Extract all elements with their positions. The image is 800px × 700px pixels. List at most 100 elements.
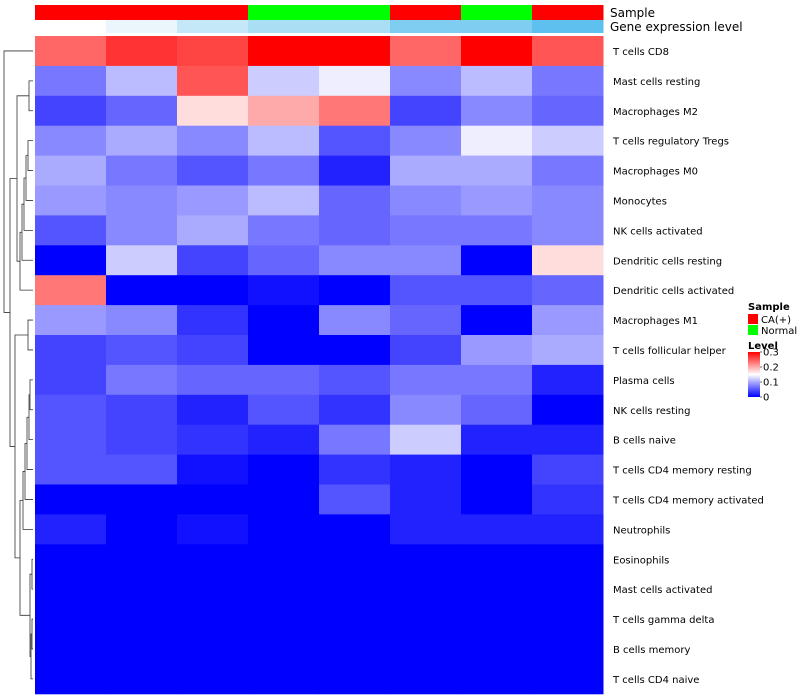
- heatmap-cell: [106, 484, 178, 515]
- heatmap-cell: [532, 185, 604, 216]
- heatmap-cell: [532, 514, 604, 545]
- heatmap-cell: [248, 155, 320, 186]
- heatmap-cell: [390, 155, 462, 186]
- heatmap-cell: [390, 514, 462, 545]
- row-label: Plasma cells: [613, 376, 675, 387]
- dendrogram-branch: [25, 155, 33, 201]
- heatmap-cell: [177, 394, 249, 426]
- row-label: T cells CD8: [612, 47, 669, 58]
- heatmap-cell: [106, 604, 178, 635]
- dendrogram-branch: [22, 471, 33, 530]
- heatmap-cell: [248, 454, 320, 485]
- heatmap-cell: [390, 275, 462, 306]
- heatmap-cell: [35, 364, 107, 396]
- heatmap-cell: [461, 245, 533, 276]
- heatmap-cell: [35, 185, 107, 216]
- dendrogram-branch: [9, 178, 17, 447]
- level-tick-label: 0.3: [763, 348, 779, 359]
- heatmap-cell: [106, 663, 178, 695]
- row-label: Mast cells activated: [613, 585, 712, 596]
- expression-annotation-cell: [248, 20, 320, 33]
- heatmap-cell: [248, 574, 320, 605]
- dendrogram-branch: [27, 140, 33, 171]
- row-label: Neutrophils: [613, 525, 670, 536]
- expression-annotation-cell: [177, 20, 249, 33]
- heatmap-cell: [106, 65, 178, 97]
- heatmap-cell: [177, 36, 249, 67]
- heatmap-cell: [390, 65, 462, 97]
- heatmap-cell: [248, 364, 320, 396]
- heatmap-cell: [106, 335, 178, 366]
- level-tick-label: 0.1: [763, 378, 779, 389]
- heatmap-cell: [319, 36, 391, 67]
- heatmap-cell: [248, 634, 320, 665]
- row-label: T cells gamma delta: [612, 615, 714, 626]
- heatmap-cell: [248, 125, 320, 157]
- heatmap-cell: [35, 155, 107, 186]
- row-label: NK cells activated: [613, 226, 703, 237]
- heatmap-cell: [35, 95, 107, 127]
- heatmap-cell: [390, 604, 462, 635]
- heatmap-cell: [319, 514, 391, 545]
- heatmap-cell: [461, 424, 533, 456]
- sample-track-label: Sample: [610, 6, 655, 20]
- expression-track-label: Gene expression level: [610, 20, 743, 34]
- heatmap-cell: [177, 484, 249, 515]
- heatmap-cell: [177, 604, 249, 635]
- heatmap-cell: [177, 335, 249, 366]
- level-legend-title: Level: [748, 341, 778, 352]
- heatmap-cell: [248, 544, 320, 575]
- heatmap-cell: [35, 36, 107, 67]
- heatmap-cell: [319, 245, 391, 276]
- expression-annotation-cell: [35, 20, 107, 33]
- heatmap-cell: [461, 663, 533, 695]
- row-label: T cells follicular helper: [612, 346, 727, 357]
- heatmap-cell: [461, 65, 533, 97]
- sample-annotation-cell: [35, 5, 107, 20]
- heatmap-cell: [461, 514, 533, 545]
- heatmap-cell: [248, 215, 320, 246]
- row-dendrogram: [3, 50, 33, 680]
- sample-annotation-cell: [461, 5, 533, 20]
- heatmap-cell: [532, 364, 604, 396]
- heatmap-cell: [248, 663, 320, 695]
- heatmap-cell: [461, 36, 533, 67]
- dendrogram-branch: [24, 442, 33, 500]
- heatmap-cell: [461, 604, 533, 635]
- heatmap-cell: [319, 65, 391, 97]
- heatmap-cell: [177, 215, 249, 246]
- heatmap-cell: [319, 424, 391, 456]
- expression-annotation-cell: [106, 20, 178, 33]
- row-label: Macrophages M2: [613, 107, 698, 118]
- heatmap-cell: [319, 454, 391, 485]
- heatmap-cell: [532, 245, 604, 276]
- heatmap-cell: [319, 335, 391, 366]
- heatmap-cell: [106, 215, 178, 246]
- heatmap-cell: [390, 125, 462, 157]
- sample-legend-label: CA(+): [761, 315, 791, 326]
- dendrogram-branch: [31, 618, 33, 650]
- heatmap-cell: [106, 574, 178, 605]
- heatmap-cell: [106, 514, 178, 545]
- heatmap-cell: [177, 95, 249, 127]
- heatmap-cell: [35, 65, 107, 97]
- heatmap-cell: [319, 634, 391, 665]
- heatmap-cell: [35, 424, 107, 456]
- heatmap-cell: [532, 574, 604, 605]
- row-label: Dendritic cells activated: [613, 286, 734, 297]
- heatmap-cell: [319, 155, 391, 186]
- heatmap-cell: [390, 305, 462, 336]
- heatmap-cell: [532, 604, 604, 635]
- heatmap-cell: [461, 125, 533, 157]
- heatmap-cell: [390, 424, 462, 456]
- heatmap-cell: [461, 155, 533, 186]
- heatmap-cell: [390, 574, 462, 605]
- heatmap-cell: [177, 454, 249, 485]
- heatmap-cell: [390, 484, 462, 515]
- heatmap-cell: [35, 544, 107, 575]
- heatmap-cell: [390, 335, 462, 366]
- heatmap-cell: [532, 215, 604, 246]
- row-label: T cells CD4 memory activated: [612, 495, 764, 506]
- heatmap-cell: [461, 95, 533, 127]
- heatmap-cell: [177, 275, 249, 306]
